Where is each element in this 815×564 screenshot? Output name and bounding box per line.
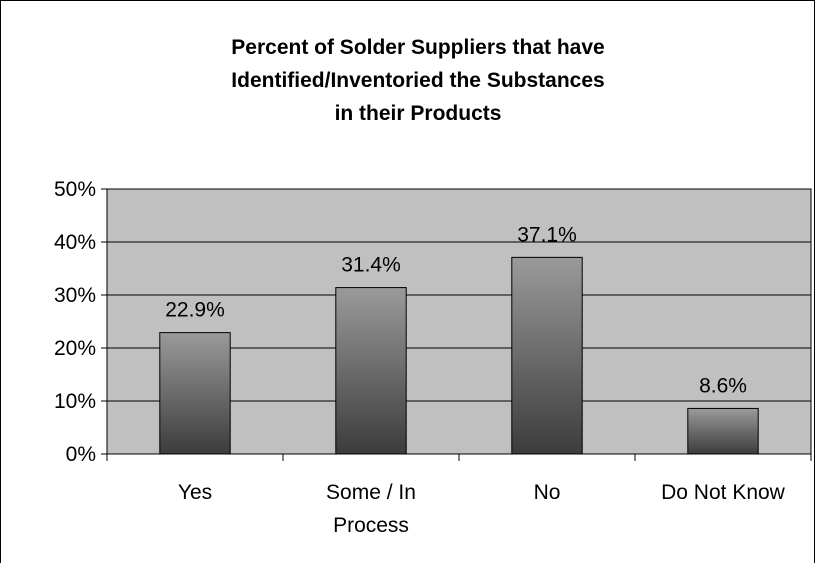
bar xyxy=(511,256,583,455)
y-tick-label: 10% xyxy=(54,390,96,413)
category-labels: Yes Some / In Process No Do Not Know xyxy=(178,481,786,537)
chart-title-line-2: Identified/Inventoried the Substances xyxy=(231,69,604,92)
data-labels: 22.9% 31.4% 37.1% 8.6% xyxy=(165,223,747,397)
x-category-label: No xyxy=(534,481,561,504)
x-category-label: Process xyxy=(333,514,409,537)
x-axis xyxy=(106,454,812,461)
y-tick-label: 40% xyxy=(54,231,96,254)
x-category-label: Some / In xyxy=(326,481,416,504)
bar-value-label: 37.1% xyxy=(517,223,577,246)
y-tick-label: 30% xyxy=(54,284,96,307)
x-category-label: Yes xyxy=(178,481,212,504)
y-tick-label: 0% xyxy=(66,443,96,466)
y-tick-label: 20% xyxy=(54,337,96,360)
chart-title: Percent of Solder Suppliers that have Id… xyxy=(231,36,604,125)
chart-title-line-3: in their Products xyxy=(335,102,502,125)
y-tick-label: 50% xyxy=(54,178,96,201)
bar xyxy=(335,287,407,455)
bar-value-label: 22.9% xyxy=(165,299,225,322)
bar-value-label: 8.6% xyxy=(699,374,747,397)
bar-value-label: 31.4% xyxy=(341,254,401,277)
y-axis: 0% 10% 20% 30% 40% 50% xyxy=(54,178,107,466)
bars xyxy=(159,256,759,455)
chart-title-line-1: Percent of Solder Suppliers that have xyxy=(231,36,604,59)
bar xyxy=(159,332,231,455)
bar xyxy=(687,407,759,455)
x-category-label: Do Not Know xyxy=(661,481,786,504)
